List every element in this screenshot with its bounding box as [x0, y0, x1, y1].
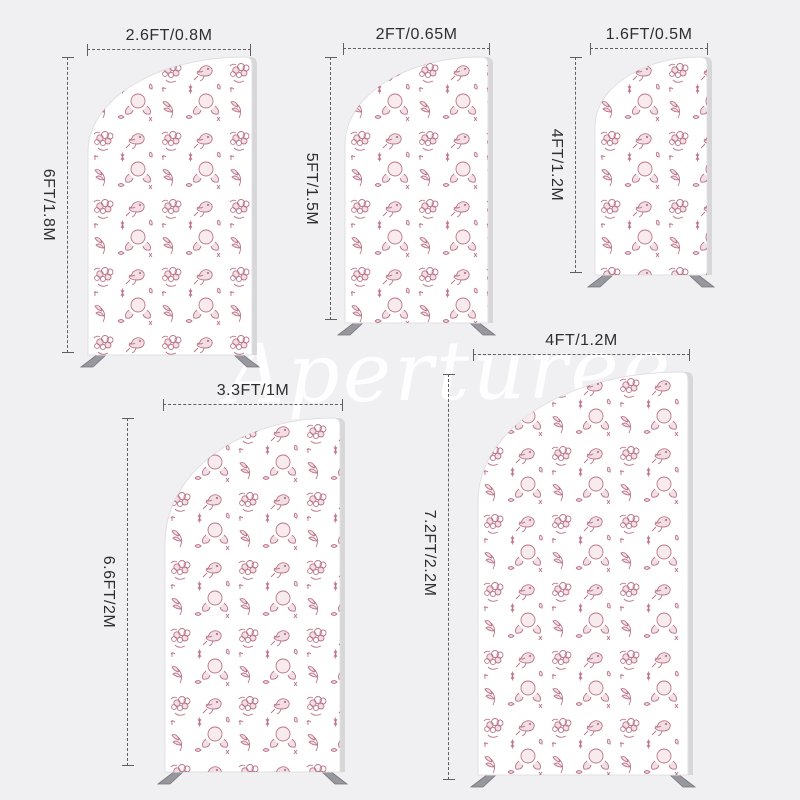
- dimension-line: [163, 399, 343, 411]
- height-dimension-6ft: 6FT/1.8M: [40, 57, 74, 353]
- dimension-line: [590, 43, 708, 55]
- backdrop-floral-cover: [345, 57, 488, 323]
- stand-foot-right: [667, 773, 697, 788]
- dimension-line: [343, 43, 490, 55]
- width-label: 2FT/0.65M: [375, 26, 458, 43]
- height-label: 6FT/1.8M: [40, 168, 57, 242]
- height-label: 7.2FT/2.2M: [421, 509, 438, 597]
- height-label: 6.6FT/2M: [100, 555, 117, 629]
- stand-foot-left: [336, 321, 366, 336]
- width-dimension-5ft: 2FT/0.65M: [343, 25, 490, 55]
- dimension-line: [473, 349, 690, 361]
- width-dimension-4ft: 1.6FT/0.5M: [590, 25, 708, 55]
- height-dimension-5ft: 5FT/1.5M: [303, 57, 337, 320]
- height-dimension-6-6ft: 6.6FT/2M: [100, 418, 134, 766]
- backdrop-floral-cover: [88, 57, 252, 355]
- height-dimension-7-2ft: 7.2FT/2.2M: [421, 374, 455, 780]
- width-dimension-6-6ft: 3.3FT/1M: [163, 381, 343, 411]
- backdrop-floral-cover: [595, 57, 707, 275]
- width-label: 4FT/1.2M: [545, 332, 618, 349]
- chiara-arch-5ft: [336, 56, 497, 336]
- chiara-arch-4ft: [586, 56, 716, 288]
- backdrop-floral-cover: [165, 418, 340, 772]
- stand-foot-left: [586, 273, 616, 288]
- stand-foot-left: [469, 773, 499, 788]
- width-label: 3.3FT/1M: [216, 382, 290, 399]
- width-label: 2.6FT/0.8M: [125, 27, 213, 44]
- height-dimension-4ft: 4FT/1.2M: [548, 57, 582, 273]
- stand-foot-left: [79, 353, 109, 368]
- width-label: 1.6FT/0.5M: [605, 26, 693, 43]
- backdrop-floral-cover: [478, 372, 688, 775]
- chiara-arch-7-2ft: [469, 371, 697, 788]
- width-dimension-6ft: 2.6FT/0.8M: [87, 26, 251, 56]
- width-dimension-7-2ft: 4FT/1.2M: [473, 331, 690, 361]
- chiara-arch-6-6ft: [156, 417, 349, 785]
- stand-foot-left: [156, 770, 186, 785]
- stand-foot-right: [231, 353, 261, 368]
- height-label: 4FT/1.2M: [548, 128, 565, 202]
- dimension-line: [87, 44, 251, 56]
- height-label: 5FT/1.5M: [303, 152, 320, 225]
- stand-foot-right: [319, 770, 349, 785]
- chiara-arch-6ft: [79, 56, 261, 368]
- stand-foot-right: [686, 273, 716, 288]
